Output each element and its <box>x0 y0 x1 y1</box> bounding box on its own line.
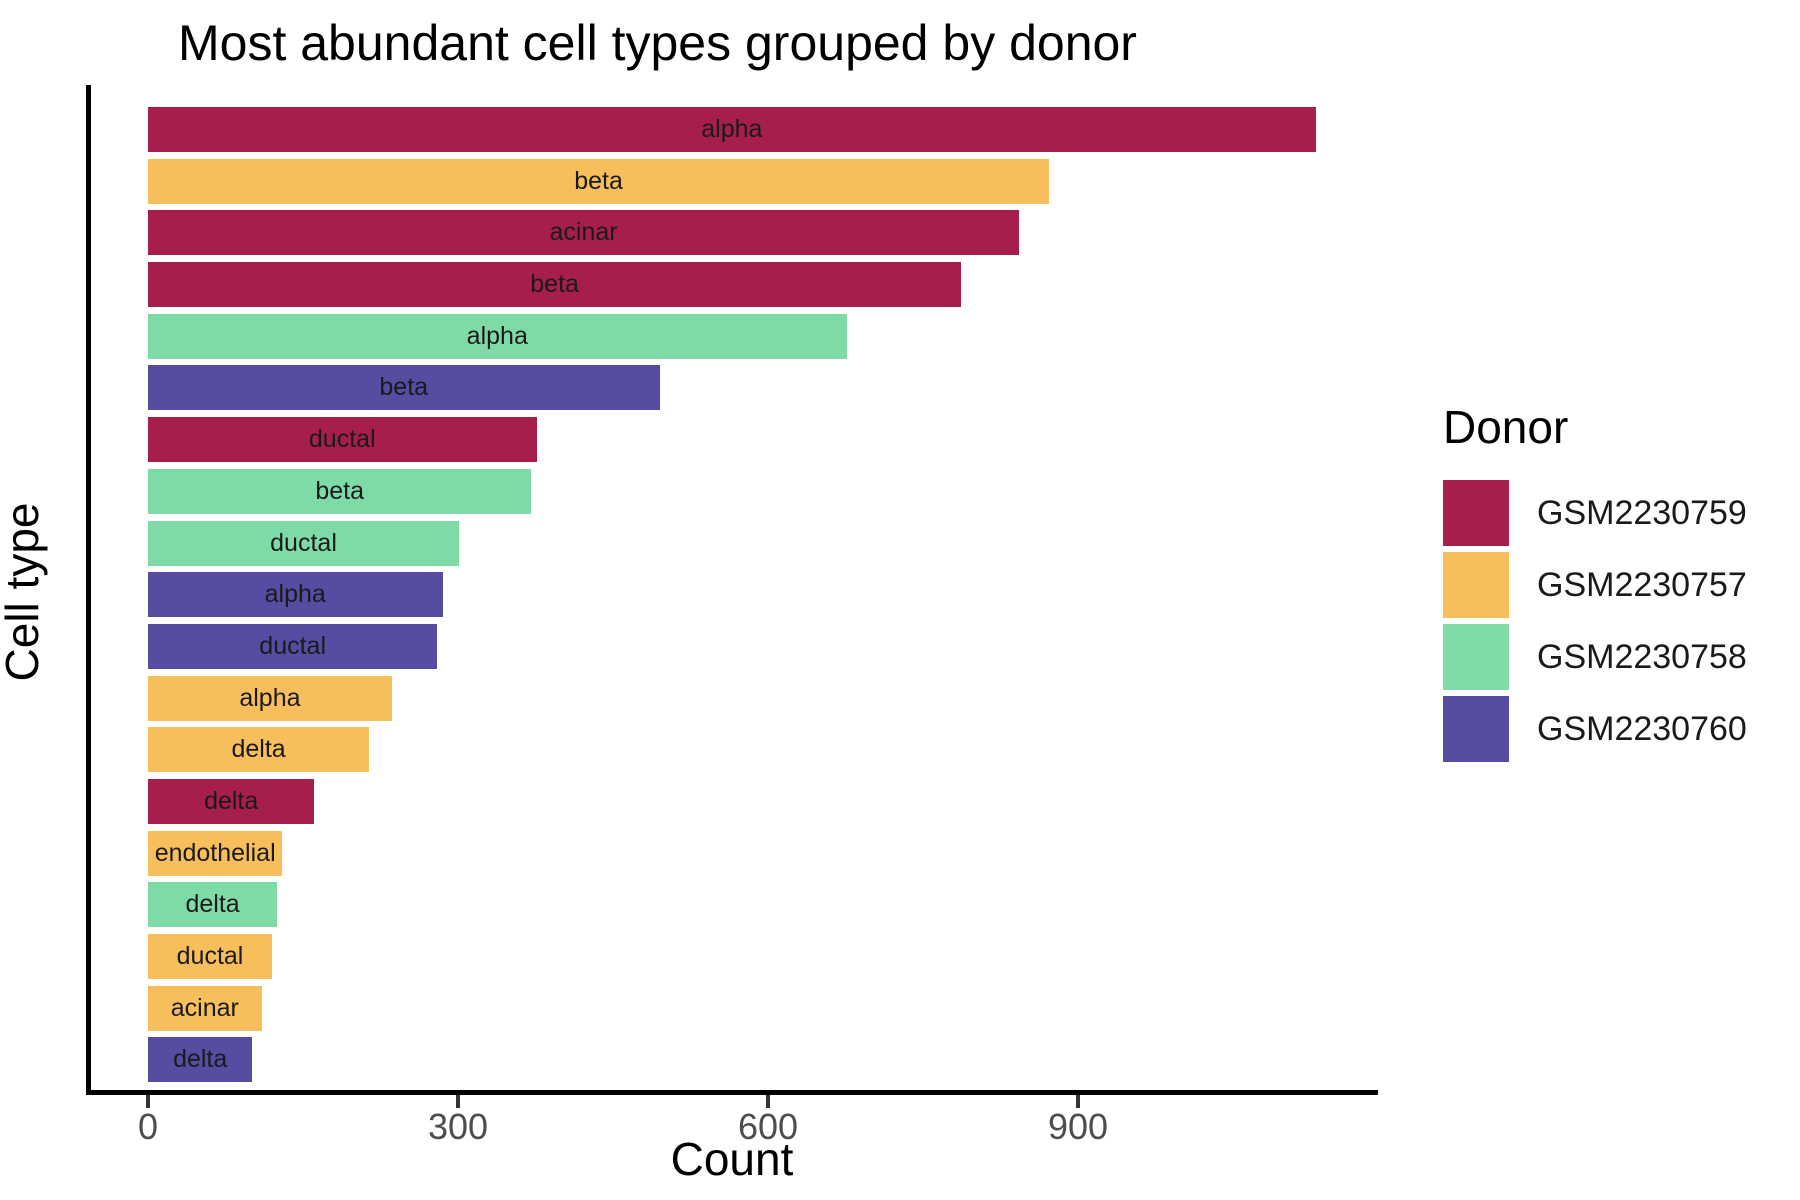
x-tick-mark <box>456 1095 460 1108</box>
bar-alpha-GSM2230759: alpha <box>148 107 1316 152</box>
legend-item-GSM2230760: GSM2230760 <box>1443 696 1747 762</box>
bar-label: beta <box>574 166 623 195</box>
bar-label: ductal <box>176 942 244 970</box>
x-tick-label: 900 <box>1047 1106 1109 1147</box>
bar-delta-GSM2230759: delta <box>148 778 315 824</box>
bar-label: alpha <box>701 115 763 143</box>
legend-swatch <box>1443 696 1509 762</box>
legend-title: Donor <box>1443 401 1569 453</box>
bar-label: alpha <box>466 321 528 350</box>
legend-label: GSM2230760 <box>1537 709 1747 748</box>
bar-ductal-GSM2230758: ductal <box>148 520 460 566</box>
bar-label: delta <box>204 786 259 815</box>
legend-swatch <box>1443 480 1509 546</box>
bar-alpha-GSM2230758: alpha <box>148 313 847 359</box>
legend-swatch <box>1443 624 1509 690</box>
legend-label: GSM2230758 <box>1537 637 1747 676</box>
bar-label: beta <box>315 476 365 505</box>
bar-acinar-GSM2230759: acinar <box>148 210 1020 256</box>
x-axis-title: Count <box>670 1133 794 1185</box>
x-axis-line <box>86 1090 1378 1095</box>
x-tick-label: 0 <box>137 1106 159 1147</box>
legend-items: GSM2230759 GSM2230757 GSM2230758 GSM2230760 <box>1443 480 1747 762</box>
bar-label: beta <box>530 270 579 299</box>
bar-beta-GSM2230759: beta <box>148 262 962 308</box>
bar-ductal-GSM2230759: ductal <box>148 417 537 463</box>
bar-acinar-GSM2230757: acinar <box>148 985 262 1031</box>
x-tick-mark <box>146 1095 150 1108</box>
bar-label: delta <box>173 1045 228 1074</box>
bar-ductal-GSM2230760: ductal <box>148 623 438 669</box>
x-tick-label: 600 <box>737 1106 799 1147</box>
bar-beta-GSM2230760: beta <box>148 365 660 411</box>
legend-item-GSM2230757: GSM2230757 <box>1443 552 1747 618</box>
bar-beta-GSM2230758: beta <box>148 468 532 514</box>
bar-label: alpha <box>264 580 326 609</box>
bar-label: alpha <box>239 683 301 712</box>
legend-item-GSM2230759: GSM2230759 <box>1443 480 1747 546</box>
x-tick-label: 300 <box>427 1106 489 1147</box>
bar-label: ductal <box>308 425 376 454</box>
bar-label: ductal <box>259 631 327 660</box>
bar-delta-GSM2230760: delta <box>148 1037 253 1083</box>
bar-label: acinar <box>549 218 618 247</box>
bar-delta-GSM2230757: delta <box>148 727 370 773</box>
bar-label: acinar <box>170 993 239 1022</box>
bar-label: delta <box>231 735 286 764</box>
bar-label: delta <box>185 890 240 919</box>
bar-alpha-GSM2230760: alpha <box>148 572 443 618</box>
x-tick-mark <box>1076 1095 1080 1108</box>
legend-item-GSM2230758: GSM2230758 <box>1443 624 1747 690</box>
bar-label: endothelial <box>154 838 276 867</box>
legend-swatch <box>1443 552 1509 618</box>
bar-ductal-GSM2230757: ductal <box>148 934 272 979</box>
bar-alpha-GSM2230757: alpha <box>148 675 392 721</box>
bars-container: alpha beta acinar beta alpha beta ductal beta du… <box>148 107 1316 1089</box>
x-tick-mark <box>766 1095 770 1108</box>
bar-endothelial-GSM2230757: endothelial <box>148 830 283 876</box>
y-axis-line <box>86 85 91 1095</box>
bar-label: beta <box>379 373 429 402</box>
legend: Donor GSM2230759 GSM2230757 GSM2230758 GSM2… <box>1443 400 1747 768</box>
legend-label: GSM2230759 <box>1537 493 1747 532</box>
chart-title: Most abundant cell types grouped by dono… <box>178 15 1137 71</box>
y-axis-title: Cell type <box>0 502 48 682</box>
bar-label: ductal <box>270 528 337 557</box>
legend-label: GSM2230757 <box>1537 565 1747 604</box>
bar-delta-GSM2230758: delta <box>148 882 278 928</box>
bar-beta-GSM2230757: beta <box>148 158 1050 204</box>
